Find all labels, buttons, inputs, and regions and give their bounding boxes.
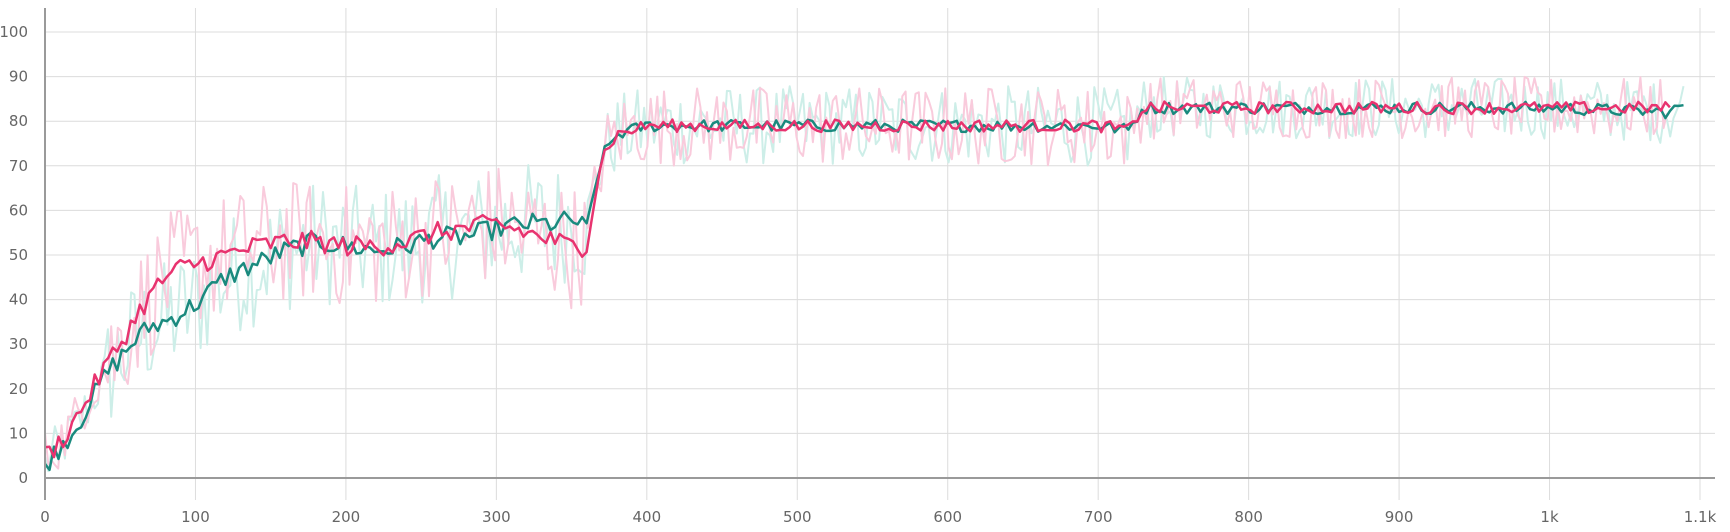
raw-series-layer bbox=[44, 75, 1685, 473]
y-tick-label: 0 bbox=[18, 469, 28, 487]
y-tick-label: 70 bbox=[9, 157, 28, 175]
y-tick-label: 90 bbox=[9, 68, 28, 86]
x-tick-label: 1k bbox=[1540, 508, 1559, 526]
y-tick-label: 10 bbox=[9, 424, 28, 442]
y-tick-label: 50 bbox=[9, 246, 28, 264]
x-tick-label: 1.1k bbox=[1684, 508, 1717, 526]
x-tick-label: 800 bbox=[1234, 508, 1263, 526]
x-tick-label: 700 bbox=[1084, 508, 1113, 526]
y-tick-label: 80 bbox=[9, 112, 28, 130]
x-tick-label: 200 bbox=[332, 508, 361, 526]
smoothed-series-layer bbox=[44, 100, 1684, 472]
smoothed-series-line-2 bbox=[44, 100, 1671, 459]
x-tick-label: 900 bbox=[1385, 508, 1414, 526]
y-tick-label: 40 bbox=[9, 291, 28, 309]
x-tick-label: 300 bbox=[482, 508, 511, 526]
y-tick-label: 60 bbox=[9, 201, 28, 219]
tick-labels: 0 10 20 30 40 50 60 70 80 90 100 0 100 200 300 400 500 60… bbox=[0, 23, 1717, 526]
smoothed-series-line-1 bbox=[44, 100, 1684, 472]
x-tick-label: 0 bbox=[40, 508, 50, 526]
grid bbox=[44, 8, 1715, 500]
x-tick-label: 600 bbox=[933, 508, 962, 526]
x-tick-label: 400 bbox=[632, 508, 661, 526]
x-tick-label: 500 bbox=[783, 508, 812, 526]
x-tick-label: 100 bbox=[181, 508, 210, 526]
y-tick-label: 100 bbox=[0, 23, 28, 41]
y-tick-label: 20 bbox=[9, 380, 28, 398]
y-tick-label: 30 bbox=[9, 335, 28, 353]
axes bbox=[44, 8, 1715, 500]
